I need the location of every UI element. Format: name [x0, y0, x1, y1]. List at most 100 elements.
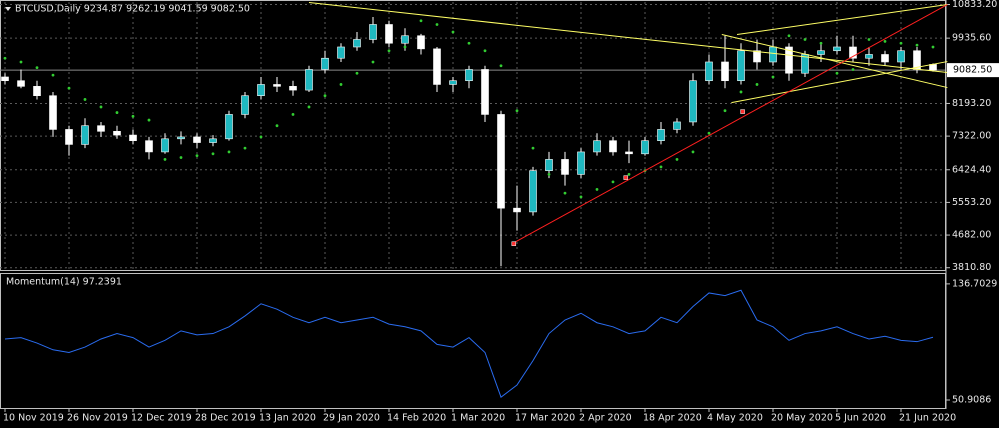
sar-dot	[51, 73, 55, 77]
sar-dot	[867, 38, 871, 41]
sar-dot	[3, 56, 7, 60]
sar-dot	[451, 30, 455, 34]
x-tick-label: 5 Jun 2020	[835, 413, 886, 424]
candle-body	[689, 80, 697, 123]
main-frame	[0, 0, 946, 271]
sar-dot	[115, 111, 119, 114]
sar-dot	[755, 83, 759, 86]
sar-dot	[611, 180, 615, 184]
candle-body	[641, 140, 649, 155]
candle-body	[49, 95, 57, 130]
candle-body	[561, 159, 569, 175]
x-tick-label: 10 Nov 2019	[3, 413, 64, 424]
candle-body	[849, 46, 857, 59]
candle-body	[97, 125, 105, 132]
candle-body	[673, 121, 681, 130]
candle-body	[465, 69, 473, 82]
trend-line	[736, 4, 948, 36]
candle-body	[529, 170, 537, 213]
candle-body	[721, 61, 729, 82]
sar-dot	[803, 38, 807, 41]
candle-body	[113, 131, 121, 136]
sar-dot	[531, 146, 535, 150]
x-tick-label: 2 Apr 2020	[579, 413, 632, 424]
candle-body	[481, 69, 489, 115]
sar-dot	[931, 45, 935, 49]
y-tick-label: 8193.20	[952, 98, 991, 109]
candle-body	[177, 136, 185, 140]
sar-dot	[147, 118, 151, 122]
candle-body	[321, 57, 329, 70]
candle-body	[257, 84, 265, 97]
x-tick-label: 28 Dec 2019	[195, 413, 256, 424]
y-tick-label: 136.7029	[952, 278, 997, 289]
candle-body	[737, 50, 745, 82]
candle-body	[81, 125, 89, 145]
candle-body	[897, 50, 905, 63]
x-tick-label: 29 Jan 2020	[323, 413, 380, 424]
sar-dot	[259, 135, 263, 139]
sar-dot	[131, 114, 135, 118]
candle-body	[401, 35, 409, 44]
menu-arrow	[5, 7, 11, 11]
trend-line	[511, 4, 948, 245]
trend-line	[308, 2, 948, 73]
sar-dot	[99, 105, 103, 109]
candle-body	[449, 80, 457, 85]
candle-body	[305, 69, 313, 91]
candle-body	[417, 35, 425, 50]
x-tick-label: 20 May 2020	[771, 413, 833, 424]
sar-dot	[627, 173, 631, 176]
candle-body	[657, 129, 665, 141]
candle-body	[769, 46, 777, 63]
y-tick-label: 50.9086	[952, 395, 991, 406]
sar-dot	[163, 158, 167, 161]
x-tick-label: 13 Jan 2020	[259, 413, 316, 424]
x-tick-label: 21 Jun 2020	[899, 413, 956, 424]
sar-dot	[467, 41, 471, 45]
sar-dot	[275, 124, 279, 128]
candle-body	[865, 54, 873, 59]
candle-body	[241, 95, 249, 115]
sar-dot	[515, 109, 519, 113]
y-tick-label: 6424.40	[952, 164, 991, 175]
candle-body	[385, 24, 393, 44]
sar-dot	[83, 98, 87, 101]
candle-body	[353, 39, 361, 48]
x-tick-label: 1 Mar 2020	[451, 413, 505, 424]
x-tick-label: 17 Mar 2020	[515, 413, 575, 424]
x-tick-label: 4 May 2020	[707, 413, 763, 424]
chart-title: BTCUSD,Daily 9234.87 9262.19 9041.59 908…	[15, 4, 250, 15]
sar-dot	[499, 64, 503, 68]
sar-dot	[211, 152, 215, 156]
sar-dot	[243, 146, 247, 150]
candle-body	[609, 140, 617, 153]
candle-body	[513, 207, 521, 213]
candle-body	[289, 86, 297, 91]
price-label: 9082.50	[953, 65, 992, 76]
candle-body	[369, 24, 377, 40]
candle-body	[705, 61, 713, 82]
sar-dot	[339, 83, 343, 86]
candle-body	[129, 134, 137, 141]
sar-dot	[707, 131, 711, 135]
sar-dot	[851, 68, 855, 71]
sar-dot	[371, 60, 375, 64]
candle-body	[577, 151, 585, 175]
candle-body	[161, 138, 169, 153]
candle-body	[785, 46, 793, 74]
sar-dot	[403, 45, 407, 49]
candle-body	[33, 86, 41, 97]
candle-body	[545, 159, 553, 171]
sar-dot	[787, 34, 791, 38]
y-tick-label: 4682.00	[952, 230, 991, 241]
sar-dot	[835, 71, 839, 75]
candle-body	[17, 80, 25, 87]
y-tick-label: 5553.20	[952, 197, 991, 208]
sar-dot	[435, 23, 439, 26]
candle-body	[273, 84, 281, 87]
sar-dot	[915, 43, 919, 47]
sar-dot	[179, 156, 183, 159]
sar-dot	[35, 66, 39, 69]
